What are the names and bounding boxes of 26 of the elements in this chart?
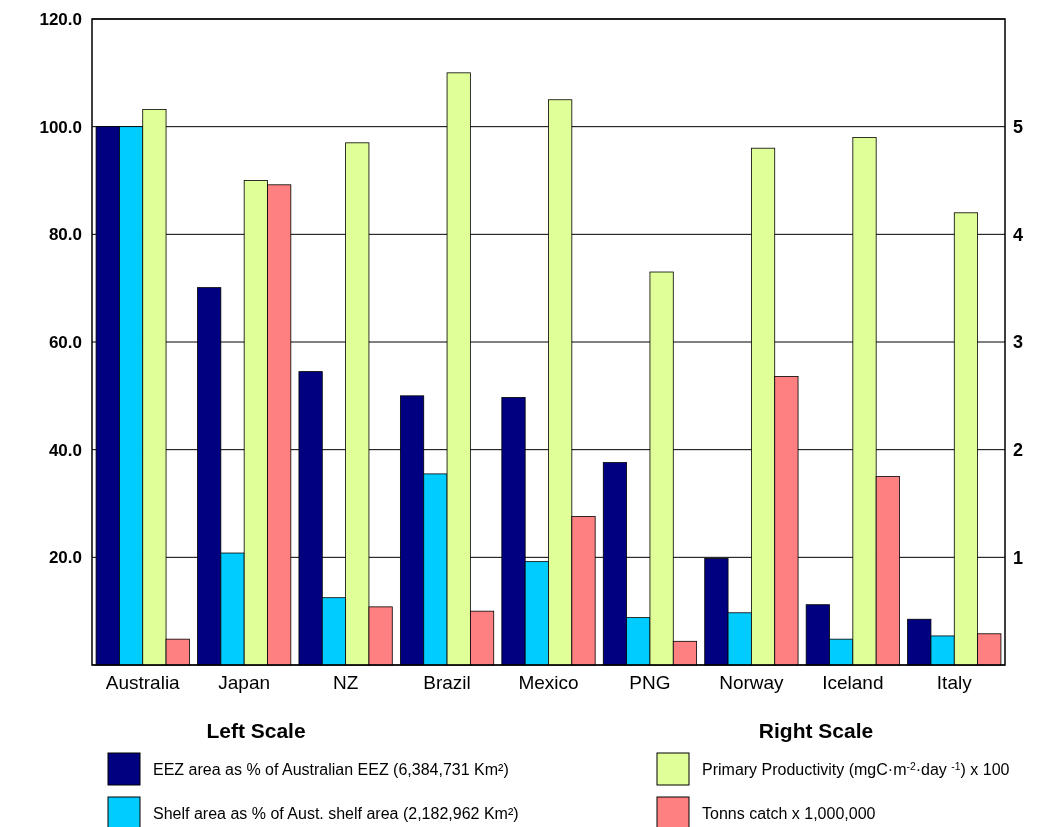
y2-tick-label: 4 <box>1013 224 1024 245</box>
x-tick-label: Brazil <box>423 672 471 693</box>
x-tick-label: PNG <box>629 672 671 693</box>
y-tick-label: 120.0 <box>39 9 82 29</box>
legend-label: Shelf area as % of Aust. shelf area (2,182,962 Km²) <box>153 805 519 822</box>
y2-tick-label: 3 <box>1013 332 1024 353</box>
y-tick-label: 20.0 <box>48 548 82 568</box>
y2-tick-label: 1 <box>1013 547 1024 568</box>
text: Left Scale <box>206 719 306 742</box>
legend-label: Tonns catch x 1,000,000 <box>702 805 876 822</box>
y-tick-label: 100.0 <box>39 117 82 137</box>
y-tick-label: 80.0 <box>48 225 82 245</box>
x-tick-label: Mexico <box>518 672 579 693</box>
x-tick-label: Italy <box>936 672 973 693</box>
x-tick-label: Norway <box>719 672 785 693</box>
x-tick-label: Japan <box>218 672 271 693</box>
x-tick-label: Iceland <box>822 672 884 693</box>
legend-label: EEZ area as % of Australian EEZ (6,384,731 Km²) <box>153 761 509 778</box>
y-tick-label: 40.0 <box>48 440 82 460</box>
y2-tick-label: 2 <box>1013 439 1024 460</box>
x-tick-label: NZ <box>332 672 359 693</box>
x-tick-label: Australia <box>105 672 181 693</box>
y2-tick-label: 5 <box>1013 116 1024 137</box>
text: Right Scale <box>758 719 874 742</box>
legend-label: Primary Productivity (mgC·m$^{-2}$·day $^{-1}$) x 100 <box>702 760 1010 778</box>
y-tick-label: 60.0 <box>48 332 82 352</box>
